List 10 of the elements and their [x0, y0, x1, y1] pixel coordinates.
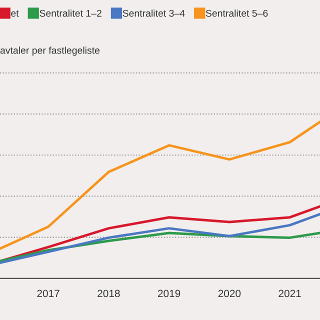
- legend-label: et: [11, 10, 19, 17]
- legend-label: Sentralitet 1–2: [40, 10, 102, 17]
- text: avtaler per fastlegeliste: [0, 46, 100, 56]
- x-tick-label: 2019: [158, 290, 180, 298]
- legend-label: Sentralitet 3–4: [122, 10, 185, 17]
- x-tick-label: 2020: [218, 290, 241, 298]
- x-tick-label: 2018: [98, 290, 120, 298]
- legend-label: Sentralitet 5–6: [206, 10, 268, 17]
- x-tick-label: 2021: [278, 290, 301, 298]
- x-tick-label: 2017: [37, 290, 60, 298]
